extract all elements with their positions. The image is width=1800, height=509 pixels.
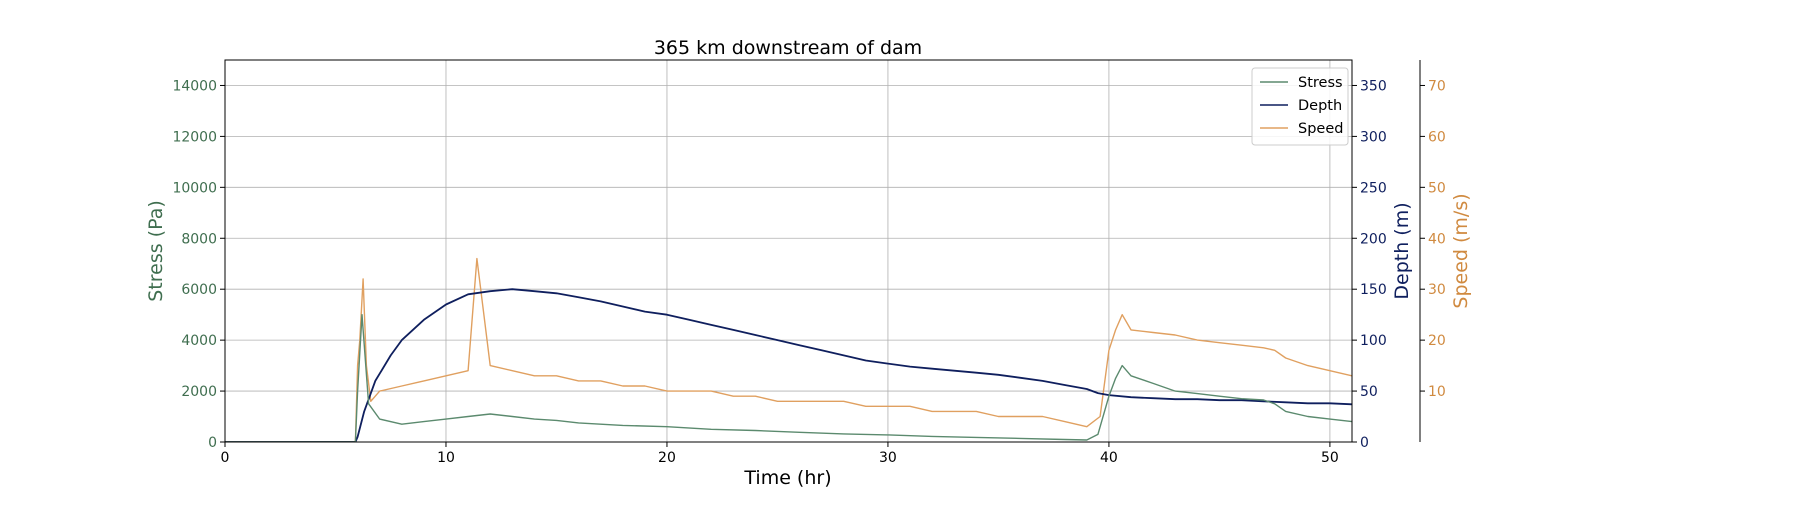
- speed-tick-label: 40: [1428, 231, 1446, 247]
- legend-label: Depth: [1298, 98, 1342, 114]
- depth-tick-label: 150: [1360, 282, 1387, 298]
- depth-tick-label: 50: [1360, 384, 1378, 400]
- depth-tick-label: 0: [1360, 435, 1369, 451]
- stress-axis-label: Stress (Pa): [145, 200, 167, 302]
- stress-tick-label: 10000: [172, 180, 217, 196]
- series-line-speed: [225, 257, 1352, 442]
- speed-axis-label: Speed (m/s): [1450, 193, 1472, 308]
- depth-tick-label: 200: [1360, 231, 1387, 247]
- stress-tick-label: 2000: [181, 384, 217, 400]
- legend-label: Speed: [1298, 121, 1343, 137]
- speed-tick-label: 20: [1428, 333, 1446, 349]
- legend-box: [1251, 67, 1349, 146]
- x-tick-label: 50: [1321, 450, 1339, 466]
- depth-tick-label: 100: [1360, 333, 1387, 349]
- x-tick-label: 30: [879, 450, 897, 466]
- speed-tick-label: 10: [1428, 384, 1446, 400]
- x-tick-label: 0: [221, 450, 230, 466]
- stress-tick-label: 14000: [172, 78, 217, 94]
- x-tick-label: 20: [658, 450, 676, 466]
- depth-tick-label: 300: [1360, 129, 1387, 145]
- chart-title: 365 km downstream of dam: [654, 37, 922, 59]
- depth-axis-label: Depth (m): [1391, 202, 1413, 299]
- speed-tick-label: 60: [1428, 129, 1446, 145]
- series-line-stress: [225, 314, 1352, 442]
- x-axis-label: Time (hr): [743, 467, 831, 489]
- stress-tick-label: 4000: [181, 333, 217, 349]
- stress-tick-label: 0: [208, 435, 217, 451]
- x-tick-label: 40: [1100, 450, 1118, 466]
- series-layer: [225, 257, 1352, 442]
- stress-tick-label: 8000: [181, 231, 217, 247]
- legend-label: Stress: [1298, 75, 1343, 91]
- axes-layer: 0 10 20 30 40 5002000400060008000100001200014…: [172, 60, 1446, 466]
- depth-tick-label: 350: [1360, 78, 1387, 94]
- stress-tick-label: 12000: [172, 129, 217, 145]
- speed-tick-label: 30: [1428, 282, 1446, 298]
- x-tick-label: 10: [437, 450, 455, 466]
- stress-tick-label: 6000: [181, 282, 217, 298]
- series-line-depth: [225, 288, 1352, 442]
- speed-tick-label: 50: [1428, 180, 1446, 196]
- legend: Stress Depth Speed: [1251, 67, 1349, 146]
- plot-frame: [224, 59, 1353, 443]
- speed-tick-label: 70: [1428, 78, 1446, 94]
- depth-tick-label: 250: [1360, 180, 1387, 196]
